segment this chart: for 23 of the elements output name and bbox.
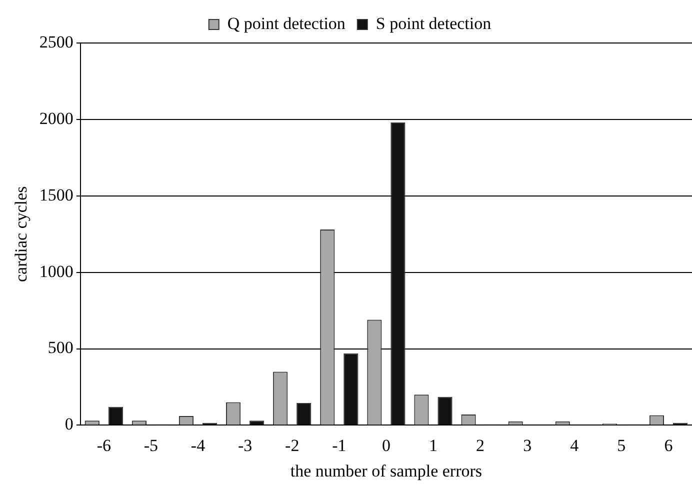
x-tick-label: 2: [476, 436, 485, 455]
y-tick-label: 1500: [39, 185, 74, 204]
y-tick-label: 2500: [39, 32, 74, 52]
x-tick-label: -6: [96, 436, 112, 455]
x-tick-label: 4: [570, 436, 580, 455]
x-tick-label: -5: [144, 436, 158, 455]
x-tick-label: -3: [238, 436, 252, 455]
x-tick-label: 3: [523, 436, 532, 455]
y-tick-label: 2000: [39, 108, 74, 128]
x-tick-label: 6: [664, 436, 673, 455]
x-axis-title: the number of sample errors: [290, 461, 482, 480]
x-tick-label: -4: [190, 436, 206, 455]
x-tick-label: 1: [428, 436, 438, 455]
x-tick-label: 0: [382, 436, 390, 455]
y-tick-label: 500: [48, 338, 74, 358]
x-tick-label: -1: [332, 436, 346, 455]
y-tick-label: 1000: [39, 262, 74, 281]
x-tick-label: 5: [617, 436, 626, 455]
legend-label: Q point detection: [227, 14, 346, 33]
x-tick-label: -2: [285, 436, 300, 455]
legend-label: S point detection: [376, 14, 492, 33]
y-axis-title: cardiac cycles: [12, 186, 31, 282]
y-tick-label: 0: [64, 414, 74, 434]
